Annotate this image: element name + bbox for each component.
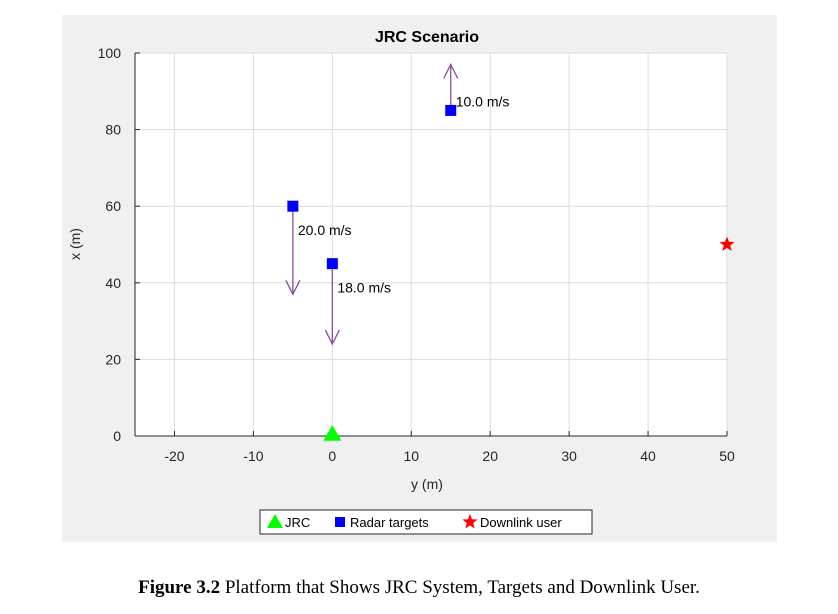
figure-panel: -20 -10 0 10 20 30 40 50 0 20 40 60 80 100 JRC Scenar… (62, 15, 777, 542)
velocity-arrows: 10.0 m/s 20.0 m/s 18.0 m/s (285, 63, 510, 346)
x-tick-label: 40 (640, 448, 656, 464)
y-tick-label: 0 (113, 428, 121, 444)
triangle-marker (323, 425, 342, 441)
x-tick-label: -10 (243, 448, 263, 464)
legend-label: Downlink user (480, 515, 562, 530)
star-marker (462, 514, 478, 529)
figure-caption: Figure 3.2 Platform that Shows JRC Syste… (0, 577, 838, 599)
velocity-arrow: 18.0 m/s (324, 263, 391, 346)
arrow-head (324, 329, 340, 346)
velocity-label: 18.0 m/s (337, 280, 391, 296)
x-tick-label: 20 (482, 448, 498, 464)
x-tick-label: 30 (561, 448, 577, 464)
velocity-label: 20.0 m/s (298, 222, 352, 238)
triangle-marker (267, 514, 283, 528)
square-marker (326, 258, 338, 270)
legend-item: JRC (267, 514, 310, 530)
velocity-arrow: 10.0 m/s (443, 63, 510, 111)
x-axis-label: y (m) (411, 476, 443, 492)
chart: -20 -10 0 10 20 30 40 50 0 20 40 60 80 100 JRC Scenar… (67, 29, 735, 535)
square-marker (287, 200, 299, 212)
legend-item: Radar targets (335, 515, 429, 530)
square-marker (445, 104, 457, 116)
axes (134, 52, 728, 437)
legend: JRC Radar targets Downlink user (259, 509, 593, 535)
y-tick-label: 100 (98, 45, 122, 61)
grid (135, 52, 728, 437)
x-tick-label: 0 (328, 448, 336, 464)
caption-text: Platform that Shows JRC System, Targets … (220, 577, 700, 598)
x-tick-label: 50 (719, 448, 735, 464)
y-axis-label: x (m) (67, 228, 83, 260)
y-tick-label: 60 (105, 198, 121, 214)
data-markers (287, 104, 735, 441)
y-tick-label: 40 (105, 275, 121, 291)
caption-label: Figure 3.2 (138, 577, 221, 598)
x-tick-label: -20 (164, 448, 184, 464)
star-marker (719, 236, 735, 251)
legend-box (259, 509, 593, 535)
y-tick-label: 80 (105, 122, 121, 138)
square-marker (335, 517, 345, 527)
tick-labels: -20 -10 0 10 20 30 40 50 0 20 40 60 80 100 (98, 45, 735, 464)
legend-label: Radar targets (350, 515, 429, 530)
chart-title: JRC Scenario (375, 29, 479, 46)
x-tick-label: 10 (403, 448, 419, 464)
arrow-head (285, 279, 301, 296)
plot-area (135, 53, 727, 436)
velocity-arrow: 20.0 m/s (285, 206, 352, 296)
legend-label: JRC (285, 515, 310, 530)
legend-item: Downlink user (462, 514, 562, 530)
velocity-label: 10.0 m/s (456, 93, 510, 109)
y-tick-label: 20 (105, 351, 121, 367)
arrow-head (443, 63, 459, 79)
